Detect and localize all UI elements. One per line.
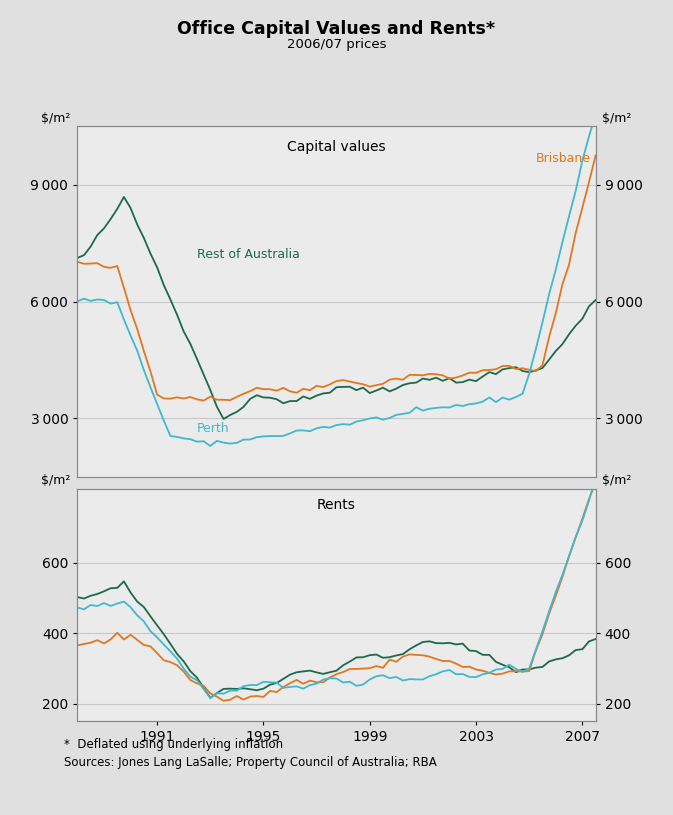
Text: Capital values: Capital values bbox=[287, 140, 386, 154]
Text: Rents: Rents bbox=[317, 498, 356, 513]
Text: 2006/07 prices: 2006/07 prices bbox=[287, 38, 386, 51]
Text: Rest of Australia: Rest of Australia bbox=[197, 249, 300, 262]
Text: $/m²: $/m² bbox=[41, 474, 71, 487]
Text: *  Deflated using underlying inflation: * Deflated using underlying inflation bbox=[64, 738, 283, 751]
Text: $/m²: $/m² bbox=[602, 474, 632, 487]
Text: Perth: Perth bbox=[197, 421, 229, 434]
Text: Brisbane: Brisbane bbox=[535, 152, 590, 165]
Text: Sources: Jones Lang LaSalle; Property Council of Australia; RBA: Sources: Jones Lang LaSalle; Property Co… bbox=[64, 756, 437, 769]
Text: $/m²: $/m² bbox=[41, 112, 71, 125]
Text: $/m²: $/m² bbox=[602, 112, 632, 125]
Text: Office Capital Values and Rents*: Office Capital Values and Rents* bbox=[178, 20, 495, 38]
